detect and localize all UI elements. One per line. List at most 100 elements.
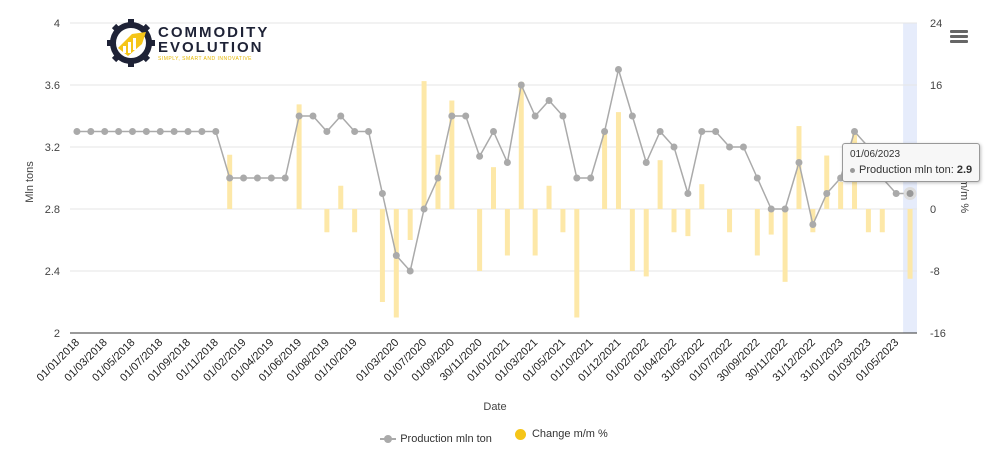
legend-label-production: Production mln ton <box>400 432 492 445</box>
data-point <box>378 190 386 197</box>
data-point <box>351 128 359 135</box>
bar <box>504 209 510 256</box>
data-point <box>642 159 650 166</box>
bar <box>810 209 816 233</box>
bar <box>296 104 302 209</box>
data-point <box>184 128 192 135</box>
bar <box>518 81 524 209</box>
data-point <box>240 174 248 182</box>
data-point <box>851 128 859 135</box>
data-point <box>365 128 373 135</box>
legend-dot-marker <box>514 428 526 440</box>
bar <box>824 155 830 209</box>
bar <box>685 209 691 237</box>
bars-series <box>227 81 913 318</box>
bar <box>643 209 649 277</box>
axes: 22.42.83.23.64-16-808162401/01/201801/03… <box>35 18 946 384</box>
chart-tooltip: 01/06/2023 Production mln ton: 2.9 <box>842 143 981 182</box>
data-point <box>684 190 692 197</box>
legend-line-marker <box>380 434 397 443</box>
data-point <box>753 174 761 182</box>
data-point <box>226 174 234 182</box>
data-point <box>434 174 442 182</box>
logo-tagline: SIMPLY, SMART AND INNOVATIVE <box>158 56 253 62</box>
bar <box>379 209 385 302</box>
bar <box>393 209 399 318</box>
bar <box>879 209 885 233</box>
data-point <box>503 159 511 166</box>
data-point <box>406 267 414 275</box>
data-point <box>656 128 664 135</box>
gear-logo-icon <box>107 19 155 67</box>
bar <box>574 209 580 318</box>
data-point <box>892 190 900 197</box>
bar <box>838 181 844 209</box>
bar <box>671 209 677 233</box>
data-point <box>337 112 345 120</box>
data-point <box>903 187 917 200</box>
data-point <box>267 174 275 182</box>
y-right-tick-label: 0 <box>930 204 936 216</box>
data-point <box>712 128 720 135</box>
y-right-tick-label: -8 <box>930 266 940 278</box>
bar <box>796 126 802 209</box>
data-point <box>448 112 456 120</box>
data-point <box>87 128 95 135</box>
data-point <box>142 128 150 135</box>
bar <box>754 209 760 256</box>
bar <box>435 154 441 209</box>
data-point <box>517 81 525 89</box>
data-point <box>462 112 470 120</box>
bar <box>338 185 344 209</box>
data-point <box>739 143 747 151</box>
legend-label-change: Change m/m % <box>531 428 608 440</box>
bar <box>421 81 427 209</box>
bar <box>477 209 483 271</box>
y-left-tick-label: 3.6 <box>45 80 60 92</box>
bar <box>657 160 663 209</box>
data-point <box>476 152 484 160</box>
y-left-tick-label: 2.8 <box>45 204 60 216</box>
y-right-tick-label: 24 <box>930 18 942 30</box>
chart-legend: Production mln ton Change m/m % <box>0 428 988 445</box>
legend-item-change[interactable]: Change m/m % <box>514 428 608 440</box>
y-axis-right-title: m/m % <box>958 179 970 213</box>
bar <box>615 112 621 209</box>
bar <box>602 131 608 209</box>
commodity-evolution-logo: COMMODITY EVOLUTION SIMPLY, SMART AND IN… <box>106 16 267 72</box>
data-point <box>73 128 81 135</box>
data-point <box>420 205 428 213</box>
y-left-tick-label: 2 <box>54 328 60 340</box>
data-point <box>628 112 636 120</box>
data-point <box>115 128 123 135</box>
data-point <box>795 159 803 166</box>
data-point <box>823 190 831 197</box>
data-point <box>490 128 497 135</box>
data-point <box>726 143 734 151</box>
data-point <box>295 112 303 120</box>
data-point <box>170 128 178 135</box>
tooltip-value: 2.9 <box>956 164 973 176</box>
y-left-tick-label: 2.4 <box>45 266 60 278</box>
y-right-tick-label: 16 <box>930 80 942 92</box>
bar <box>768 209 774 235</box>
hamburger-menu-icon[interactable] <box>950 30 968 44</box>
bar <box>546 185 552 209</box>
data-point <box>614 66 622 73</box>
bar <box>865 209 871 233</box>
data-point <box>781 205 789 213</box>
data-point <box>573 174 581 182</box>
data-point <box>559 112 567 120</box>
bar <box>629 209 635 271</box>
bar <box>727 209 733 233</box>
bar <box>449 100 455 209</box>
data-point <box>323 128 331 135</box>
data-point <box>809 221 817 228</box>
logo-line2: EVOLUTION <box>158 39 264 56</box>
bar <box>560 209 566 233</box>
y-axis-left-title: Mln tons <box>24 161 36 203</box>
tooltip-series-label: Production mln ton: <box>859 164 957 176</box>
data-point <box>545 97 553 104</box>
legend-item-production[interactable]: Production mln ton <box>380 433 492 445</box>
